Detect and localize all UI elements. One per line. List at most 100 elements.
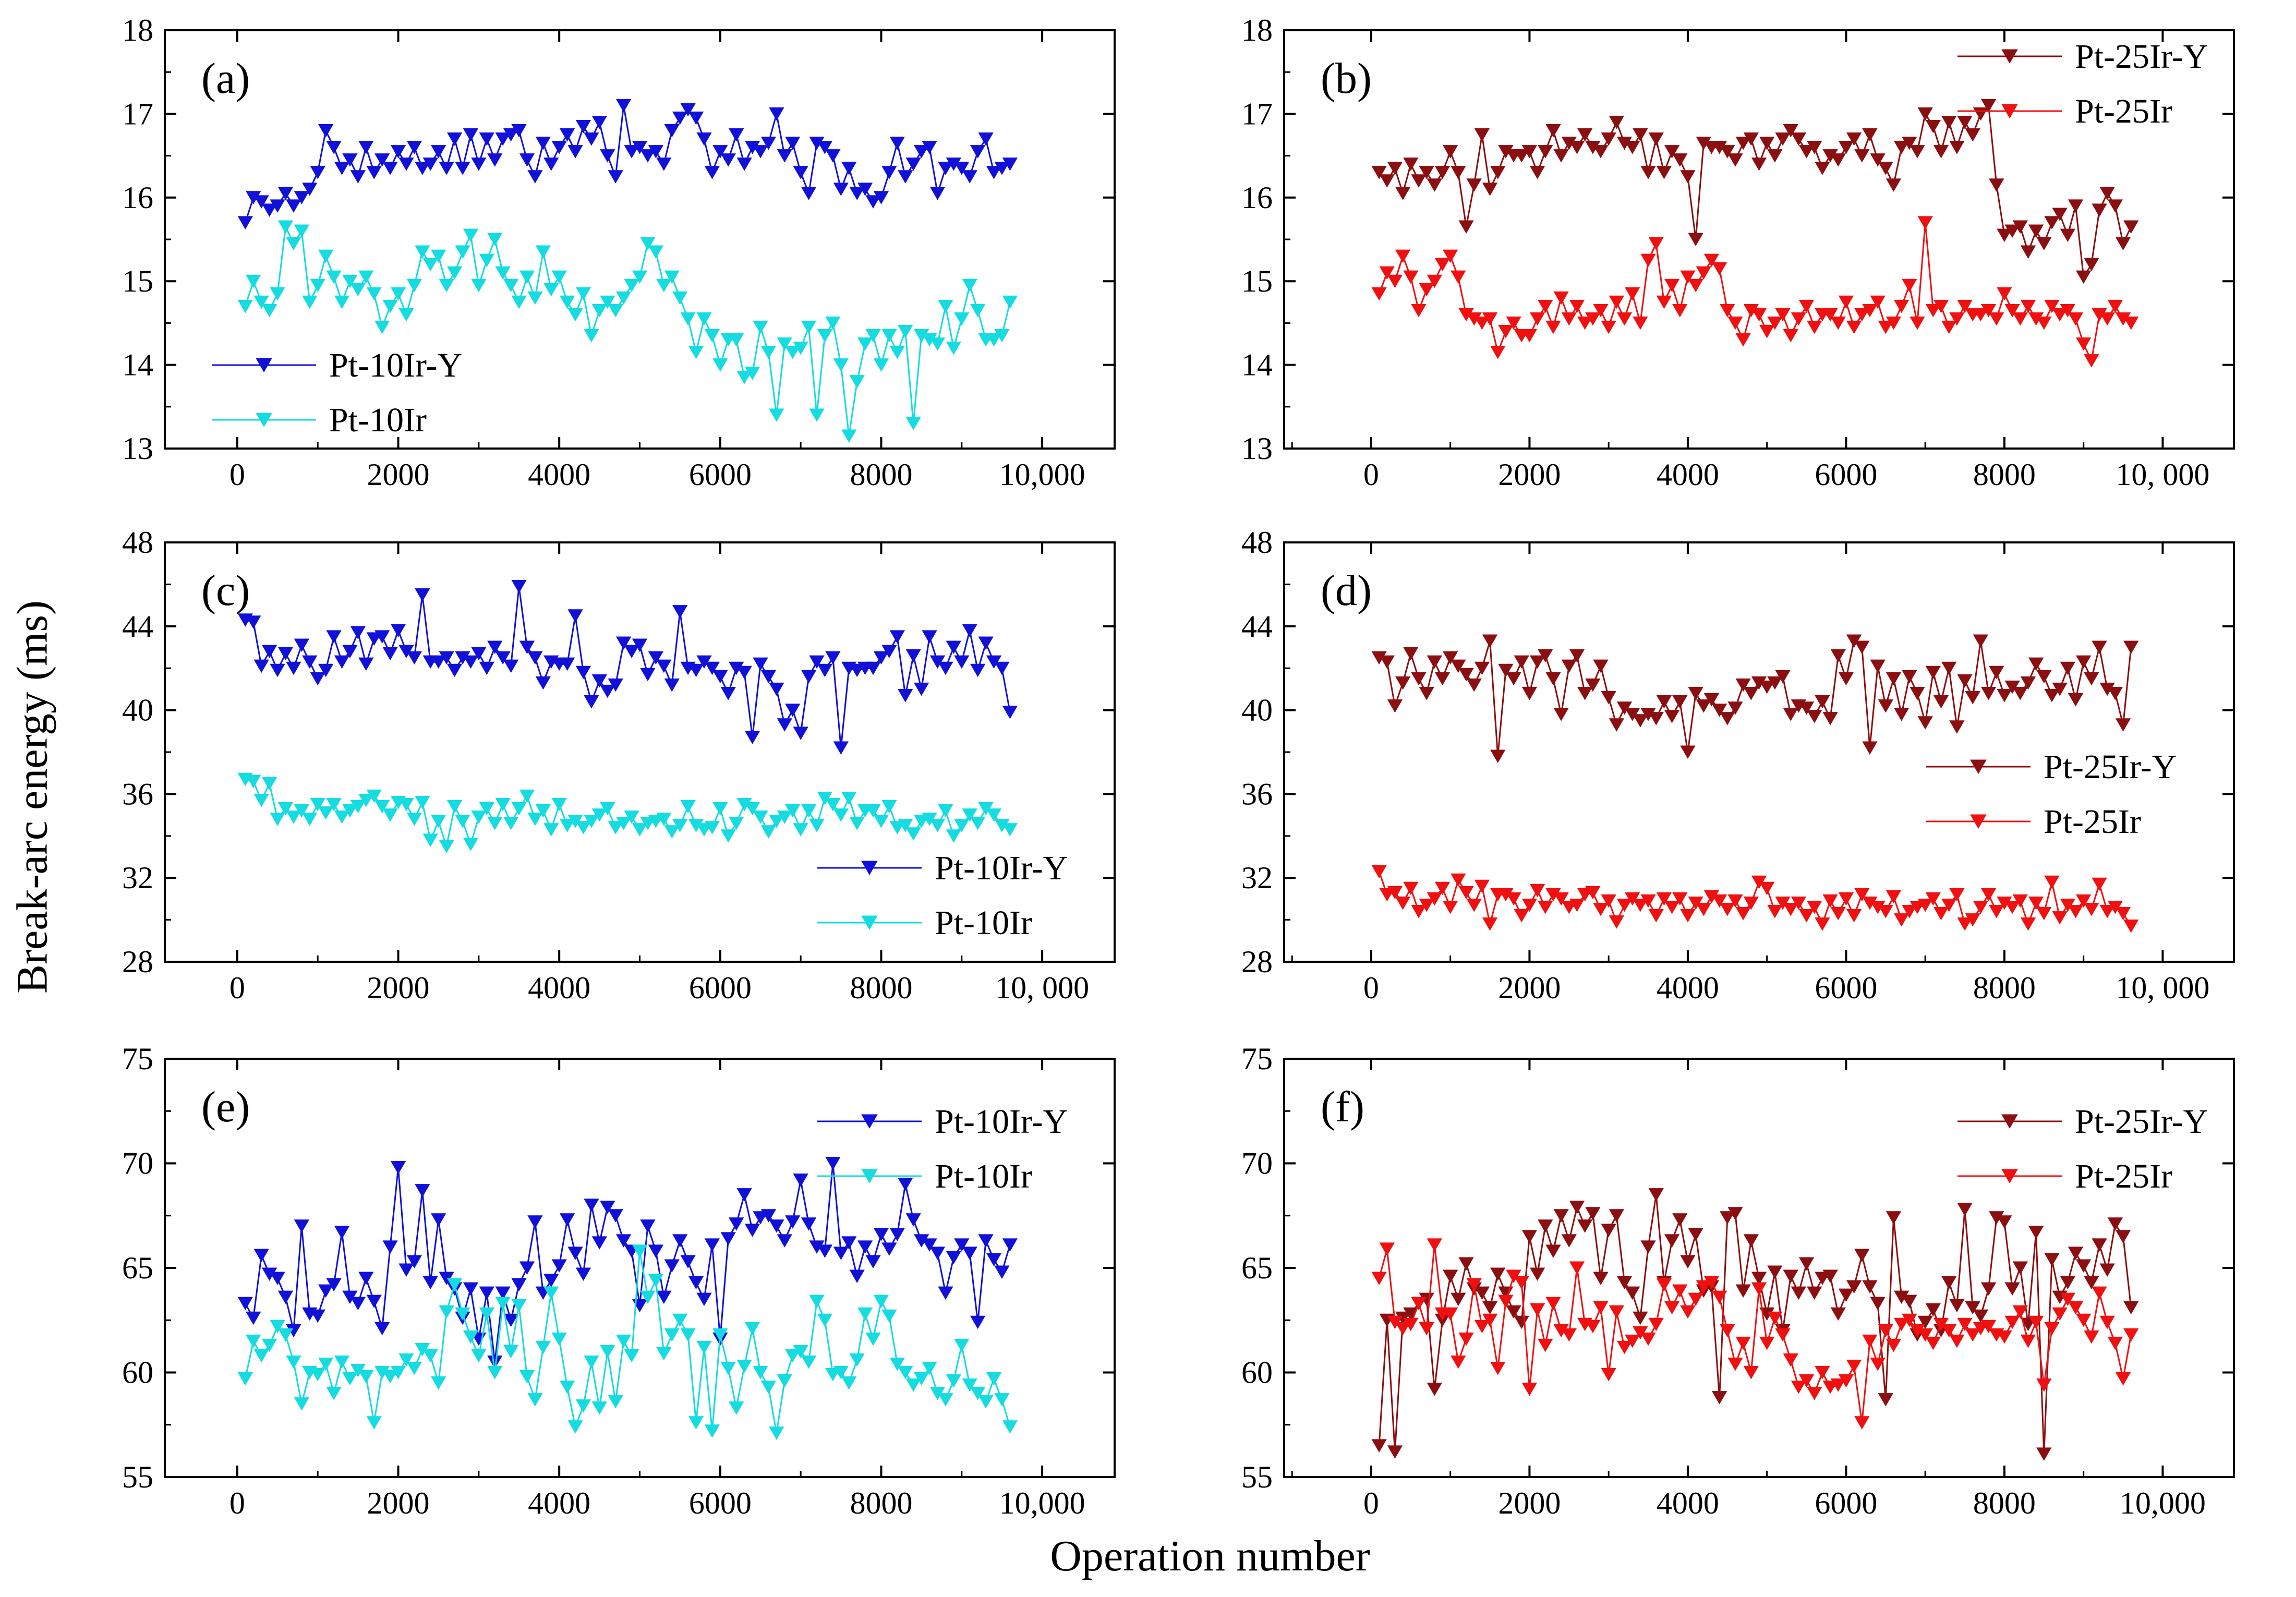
data-point-pt-10ir <box>535 1340 551 1354</box>
data-point-pt-25ir <box>1830 1378 1846 1392</box>
data-point-pt-25ir-y <box>1807 710 1822 723</box>
data-point-pt-25ir-y <box>1997 688 2012 703</box>
legend-label-pt-10ir: Pt-10Ir <box>935 904 1032 942</box>
y-tick-label: 18 <box>122 13 153 47</box>
data-point-pt-10ir-y <box>881 166 897 179</box>
y-tick-label: 15 <box>122 264 153 298</box>
data-point-pt-25ir-y <box>2012 686 2028 700</box>
data-point-pt-10ir-y <box>487 1355 503 1369</box>
data-point-pt-25ir <box>1387 274 1403 288</box>
data-point-pt-10ir <box>938 299 953 313</box>
data-point-pt-10ir <box>688 346 704 359</box>
data-point-pt-25ir <box>1854 308 1870 322</box>
data-point-pt-25ir-y <box>1482 1301 1498 1315</box>
legend-marker-pt-10ir-y <box>256 358 272 373</box>
data-point-pt-25ir-y <box>1648 132 1664 146</box>
data-point-pt-25ir-y <box>1751 158 1767 171</box>
data-point-pt-10ir <box>487 1366 503 1380</box>
data-point-pt-10ir <box>527 1393 543 1407</box>
data-point-pt-10ir-y <box>898 170 913 184</box>
data-point-pt-10ir <box>664 1328 680 1342</box>
data-point-pt-10ir <box>366 789 382 803</box>
data-point-pt-25ir-y <box>1830 649 1846 663</box>
data-point-pt-25ir-y <box>1711 1391 1727 1405</box>
data-point-pt-25ir-y <box>1633 1311 1648 1325</box>
x-tick-label: 2000 <box>367 457 430 492</box>
data-point-pt-25ir-y <box>1656 166 1672 179</box>
data-point-pt-10ir <box>519 789 535 803</box>
data-point-pt-25ir <box>1625 1334 1640 1348</box>
data-point-pt-10ir-y <box>463 128 479 142</box>
data-point-pt-10ir-y <box>334 655 350 669</box>
data-point-pt-25ir-y <box>1830 1307 1846 1321</box>
data-point-pt-25ir-y <box>1538 649 1553 663</box>
y-tick-label: 40 <box>1241 693 1273 728</box>
data-point-pt-25ir-y <box>1411 174 1427 188</box>
data-point-pt-10ir-y <box>632 638 648 652</box>
data-point-pt-10ir <box>841 791 857 805</box>
data-point-pt-25ir <box>1822 308 1838 322</box>
data-point-pt-10ir-y <box>833 1247 849 1260</box>
legend-marker-pt-10ir <box>861 915 878 930</box>
data-point-pt-10ir <box>608 1395 623 1409</box>
data-point-pt-25ir <box>2036 1378 2052 1392</box>
data-point-pt-25ir-y <box>1482 183 1498 196</box>
data-point-pt-25ir-y <box>1815 695 1830 709</box>
data-point-pt-10ir <box>938 804 953 818</box>
data-point-pt-25ir <box>1893 1317 1910 1332</box>
data-point-pt-10ir <box>632 270 648 284</box>
data-point-pt-10ir <box>294 224 310 238</box>
y-axis-title: Break-arc energy (ms) <box>8 600 57 994</box>
x-tick-label: 2000 <box>1498 971 1561 1005</box>
data-point-pt-10ir-y <box>849 187 865 200</box>
data-point-pt-25ir <box>1703 253 1720 268</box>
legend-label-pt-10ir-y: Pt-10Ir-Y <box>935 1103 1068 1141</box>
data-point-pt-10ir <box>511 295 527 309</box>
data-point-pt-25ir-y <box>1521 686 1538 700</box>
data-point-pt-10ir-y <box>777 149 792 163</box>
data-point-pt-10ir <box>398 308 414 322</box>
data-point-pt-10ir <box>575 821 591 834</box>
data-point-pt-25ir-y <box>1585 678 1601 692</box>
data-point-pt-25ir-y <box>1443 1269 1458 1284</box>
y-tick-label: 36 <box>122 777 153 811</box>
data-point-pt-25ir <box>1854 1416 1870 1430</box>
data-point-pt-25ir-y <box>1577 1219 1593 1233</box>
data-point-pt-10ir-y <box>567 1247 583 1260</box>
data-point-pt-25ir <box>1656 295 1672 309</box>
data-point-pt-25ir <box>2052 911 2068 925</box>
data-point-pt-25ir <box>1434 881 1451 896</box>
data-point-pt-10ir-y <box>760 670 777 684</box>
data-point-pt-25ir-y <box>1720 1211 1735 1225</box>
data-point-pt-10ir-y <box>873 651 889 665</box>
data-point-pt-10ir <box>913 1372 929 1386</box>
data-point-pt-10ir-y <box>994 1265 1010 1279</box>
data-point-pt-10ir-y <box>817 141 833 154</box>
data-point-pt-25ir-y <box>1854 1249 1870 1262</box>
data-point-pt-10ir <box>753 810 768 824</box>
data-point-pt-10ir <box>334 810 350 824</box>
data-point-pt-10ir-y <box>237 216 253 229</box>
data-point-pt-10ir-y <box>277 187 294 200</box>
data-point-pt-10ir <box>785 1349 801 1363</box>
data-point-pt-25ir-y <box>1625 1286 1640 1300</box>
data-point-pt-25ir-y <box>2068 1247 2084 1260</box>
data-point-pt-25ir <box>1846 1359 1862 1373</box>
data-point-pt-10ir-y <box>277 1290 294 1304</box>
data-point-pt-10ir-y <box>575 1267 591 1281</box>
data-point-pt-25ir-y <box>1664 710 1680 723</box>
data-point-pt-10ir-y <box>817 663 833 677</box>
data-point-pt-10ir <box>567 1420 583 1434</box>
data-point-pt-25ir-y <box>2036 1447 2052 1461</box>
data-point-pt-25ir <box>1403 270 1419 284</box>
data-point-pt-10ir-y <box>640 668 656 682</box>
data-point-pt-10ir-y <box>656 158 672 171</box>
data-point-pt-25ir <box>1371 865 1387 879</box>
data-point-pt-25ir-y <box>1910 686 1925 700</box>
data-point-pt-25ir-y <box>1458 1257 1474 1271</box>
data-point-pt-25ir-y <box>1521 145 1538 159</box>
data-point-pt-25ir-y <box>1633 128 1648 142</box>
data-point-pt-10ir-y <box>656 659 672 673</box>
data-point-pt-10ir-y <box>954 655 970 669</box>
